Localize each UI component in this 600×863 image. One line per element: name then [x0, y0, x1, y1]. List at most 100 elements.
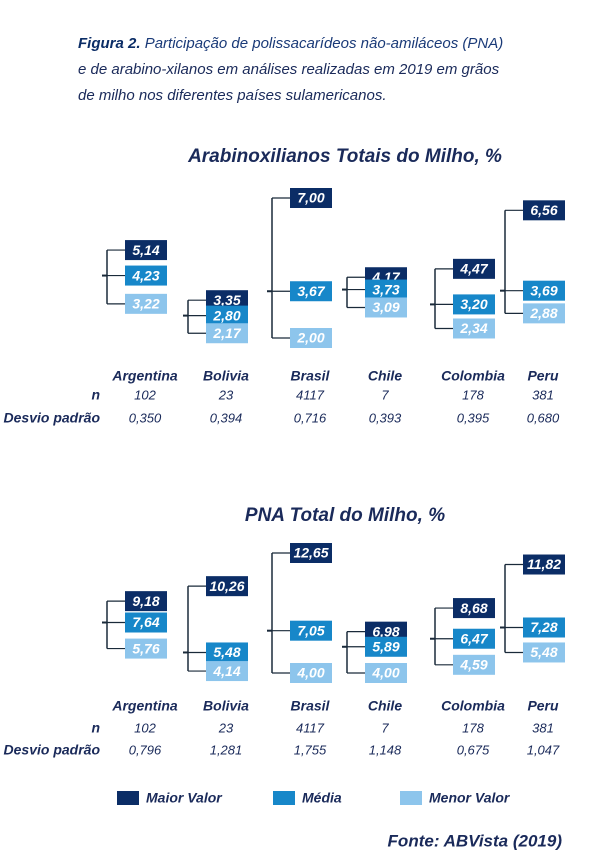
value-label: 3,69: [530, 282, 557, 298]
value-box: [365, 663, 407, 683]
value-label: 6,98: [372, 623, 399, 639]
value-label: 11,82: [527, 556, 561, 572]
value-box: [365, 279, 407, 300]
legend-swatch: [117, 791, 139, 805]
value-label: 5,14: [132, 242, 159, 258]
value-label: 2,34: [459, 320, 487, 336]
value-label: 5,89: [372, 638, 399, 654]
legend-label: Menor Valor: [429, 790, 511, 806]
value-box: [206, 576, 248, 597]
value-box: [523, 554, 565, 575]
value-label: 7,05: [297, 622, 324, 638]
value-label: 6,47: [460, 630, 488, 646]
value-box: [290, 543, 332, 563]
value-box: [125, 591, 167, 612]
value-box: [125, 638, 167, 659]
value-box: [523, 303, 565, 324]
table-cell: 0,350: [129, 410, 162, 425]
category-label: Bolivia: [203, 368, 249, 384]
category-label: Argentina: [111, 368, 178, 384]
table-cell: 0,796: [129, 742, 162, 757]
value-box: [290, 663, 332, 683]
value-box: [206, 661, 248, 682]
table-cell: 178: [462, 720, 484, 735]
row-label: Desvio padrão: [4, 410, 101, 426]
table-cell: 178: [462, 387, 484, 402]
value-label: 2,80: [212, 307, 240, 323]
row-label: n: [91, 387, 100, 403]
table-cell: 0,395: [457, 410, 490, 425]
table-cell: 0,393: [369, 410, 402, 425]
category-label: Brasil: [291, 698, 331, 714]
value-box: [365, 621, 407, 642]
value-label: 6,56: [530, 202, 557, 218]
chart-title: Arabinoxilianos Totais do Milho, %: [187, 146, 502, 167]
value-box: [290, 281, 332, 302]
category-label: Chile: [368, 368, 402, 384]
value-label: 7,28: [530, 619, 557, 635]
legend-swatch: [400, 791, 422, 805]
value-box: [453, 318, 495, 339]
table-cell: 23: [218, 387, 234, 402]
table-cell: 102: [134, 387, 156, 402]
value-box: [453, 258, 495, 279]
value-box: [365, 297, 407, 318]
legend-label: Maior Valor: [146, 790, 223, 806]
row-label: n: [91, 720, 100, 736]
value-label: 4,00: [371, 665, 399, 681]
value-label: 2,88: [529, 305, 557, 321]
legend-label: Média: [302, 790, 342, 806]
table-cell: 7: [381, 387, 389, 402]
value-box: [453, 598, 495, 619]
category-label: Peru: [527, 698, 559, 714]
value-label: 7,64: [132, 614, 159, 630]
category-label: Brasil: [291, 368, 331, 384]
value-label: 12,65: [293, 545, 328, 561]
value-label: 3,20: [460, 296, 487, 312]
table-cell: 1,148: [369, 742, 402, 757]
value-box: [365, 636, 407, 657]
table-cell: 0,716: [294, 410, 327, 425]
value-box: [290, 328, 332, 348]
chart-title: PNA Total do Milho, %: [245, 505, 445, 526]
value-box: [290, 188, 332, 208]
value-box: [125, 293, 167, 314]
value-box: [523, 280, 565, 301]
table-cell: 0,680: [527, 410, 560, 425]
row-label: Desvio padrão: [4, 742, 101, 758]
table-cell: 1,281: [210, 742, 243, 757]
value-box: [290, 620, 332, 641]
table-cell: 1,755: [294, 742, 327, 757]
caption-text: de milho nos diferentes países sulameric…: [78, 87, 387, 104]
table-cell: 0,675: [457, 742, 490, 757]
value-label: 2,00: [296, 330, 324, 346]
value-label: 9,18: [132, 593, 159, 609]
category-label: Colombia: [441, 698, 505, 714]
legend-swatch: [273, 791, 295, 805]
value-label: 4,59: [459, 657, 487, 673]
value-box: [125, 240, 167, 261]
category-label: Colombia: [441, 368, 505, 384]
table-cell: 381: [532, 720, 554, 735]
value-label: 3,35: [213, 292, 240, 308]
caption-text: Participação de polissacarídeos não-amil…: [145, 35, 504, 52]
category-label: Argentina: [111, 698, 178, 714]
table-cell: 102: [134, 720, 156, 735]
value-box: [453, 294, 495, 315]
table-cell: 0,394: [210, 410, 243, 425]
value-label: 7,00: [297, 190, 324, 206]
caption-line: Figura 2. Participação de polissacarídeo…: [78, 35, 503, 52]
value-label: 5,48: [213, 644, 240, 660]
source: Fonte: ABVista (2019): [388, 831, 563, 850]
value-label: 3,09: [372, 299, 399, 315]
value-label: 8,68: [460, 600, 487, 616]
category-label: Bolivia: [203, 698, 249, 714]
value-box: [125, 265, 167, 286]
category-label: Peru: [527, 368, 559, 384]
value-box: [523, 200, 565, 221]
table-cell: 23: [218, 720, 234, 735]
value-label: 3,22: [132, 296, 159, 312]
value-box: [523, 617, 565, 638]
value-box: [125, 612, 167, 633]
